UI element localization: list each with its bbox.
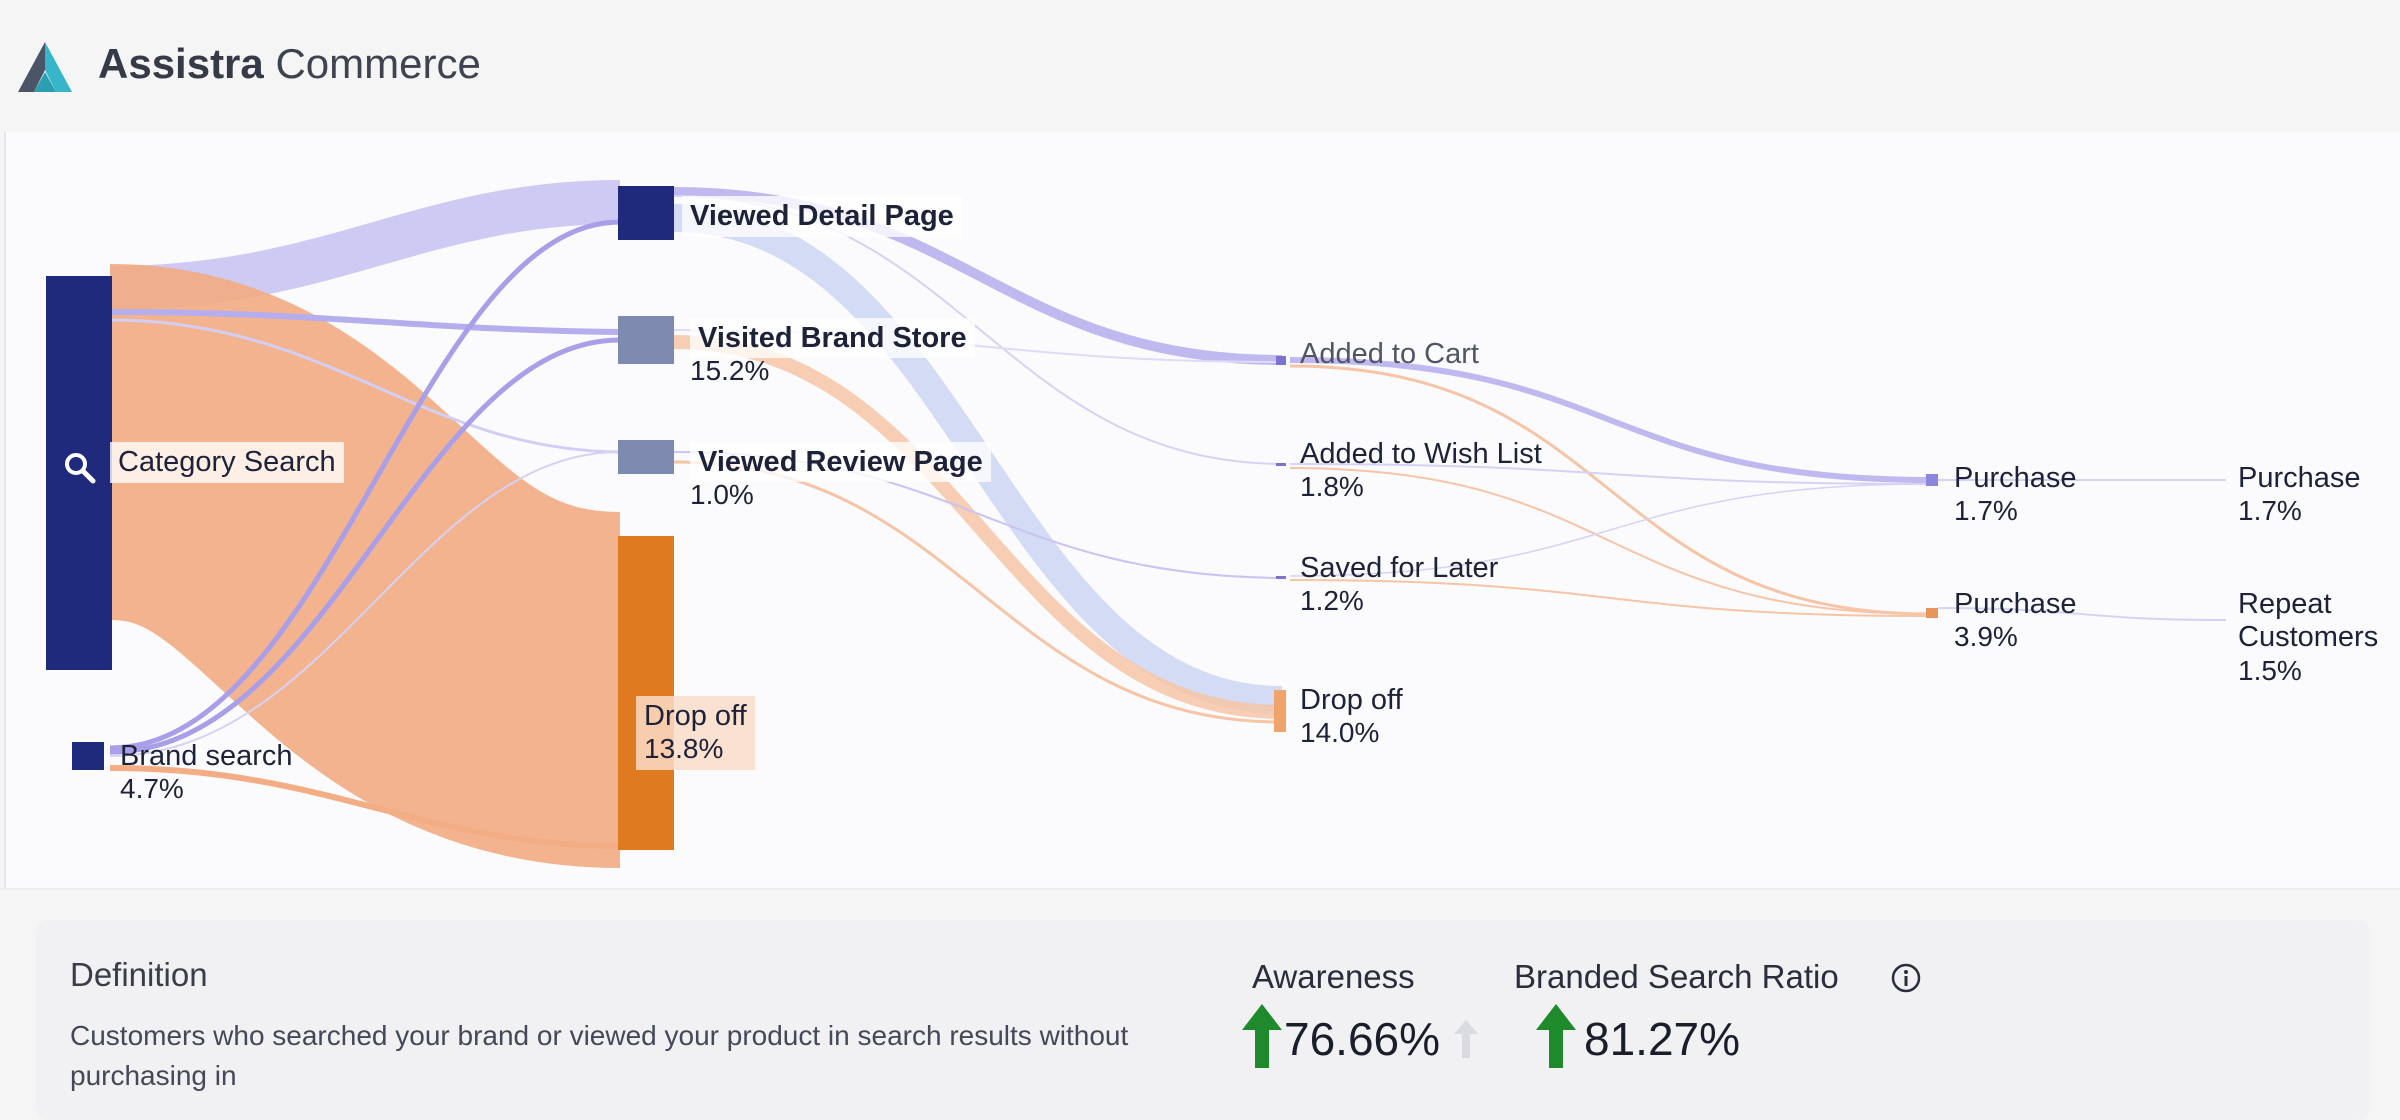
node-label-purchase-b[interactable]: Purchase 3.9%	[1954, 588, 2077, 653]
node-label-visited-brand-store[interactable]: Visited Brand Store 15.2%	[690, 318, 975, 388]
node-label-category-search[interactable]: Category Search	[110, 442, 344, 484]
link-brand-to-review	[109, 451, 621, 757]
definition-panel	[36, 920, 2370, 1120]
info-icon[interactable]	[1890, 962, 1922, 994]
node-purchase-a	[1926, 474, 1938, 486]
node-label-viewed-review[interactable]: Viewed Review Page 1.0%	[690, 442, 991, 512]
node-label-viewed-detail[interactable]: Viewed Detail Page	[682, 196, 962, 238]
link-brandstore-to-dropoff2	[673, 335, 1283, 719]
branded-search-ratio-value: 81.27%	[1584, 1013, 1741, 1065]
awareness-label: Awareness	[1252, 958, 1415, 995]
node-label-drop-off-2[interactable]: Drop off 14.0%	[1300, 684, 1403, 749]
node-label-drop-off-1[interactable]: Drop off 13.8%	[636, 696, 755, 770]
node-label-repeat-customers[interactable]: Repeat Customers 1.5%	[2238, 588, 2379, 686]
node-viewed-review	[618, 440, 674, 474]
node-drop-off-2	[1274, 690, 1286, 732]
node-brand-search	[72, 742, 104, 770]
link-wish-to-purchase-b	[1289, 467, 1931, 615]
link-cart-to-purchase-b	[1289, 364, 1931, 616]
link-category-to-brandstore	[109, 309, 621, 335]
link-saved-to-purchase-b	[1289, 579, 1931, 617]
link-saved-to-purchase-a	[1289, 483, 1931, 577]
brand-name[interactable]: Assistra Commerce	[98, 40, 481, 87]
node-viewed-detail	[618, 186, 674, 240]
search-icon	[65, 453, 96, 484]
link-brand-to-detail	[109, 219, 621, 751]
node-label-purchase-a[interactable]: Purchase 1.7%	[1954, 462, 2077, 527]
section-divider	[0, 888, 2400, 890]
link-brand-to-dropoff	[109, 765, 621, 849]
trend-up-faded-icon	[1454, 1020, 1478, 1058]
node-drop-off-1	[618, 536, 674, 850]
node-label-purchase-final[interactable]: Purchase 1.7%	[2238, 462, 2361, 527]
node-visited-brand-store	[618, 316, 674, 364]
assistra-logo-icon	[18, 42, 72, 92]
node-label-brand-search[interactable]: Brand search 4.7%	[120, 740, 293, 805]
node-label-added-to-wish[interactable]: Added to Wish List 1.8%	[1300, 438, 1542, 503]
node-saved-for-later	[1276, 576, 1286, 579]
link-category-to-review	[109, 318, 621, 454]
app-header: Assistra Commerce	[0, 0, 2400, 132]
node-label-saved-for-later[interactable]: Saved for Later 1.2%	[1300, 552, 1499, 617]
sankey-links	[103, 180, 2227, 868]
link-cart-to-purchase-a	[1289, 357, 1931, 483]
trend-up-arrow-icon	[1536, 1004, 1576, 1068]
link-brand-to-brandstore	[109, 337, 621, 755]
definition-title: Definition	[70, 956, 208, 993]
definition-text: Customers who searched your brand or vie…	[70, 1020, 1129, 1091]
node-label-added-to-cart[interactable]: Added to Cart	[1300, 338, 1479, 370]
node-added-to-wish	[1276, 463, 1286, 466]
sankey-nodes	[46, 186, 1938, 850]
link-purchase-b-to-repeat	[1937, 607, 2227, 621]
branded-search-ratio-label: Branded Search Ratio	[1514, 958, 1839, 995]
awareness-value: 76.66%	[1284, 1013, 1441, 1065]
node-purchase-b	[1926, 608, 1938, 618]
node-added-to-cart	[1276, 356, 1286, 365]
link-wish-to-purchase-a	[1289, 463, 1931, 485]
trend-up-arrow-icon	[1242, 1004, 1282, 1068]
